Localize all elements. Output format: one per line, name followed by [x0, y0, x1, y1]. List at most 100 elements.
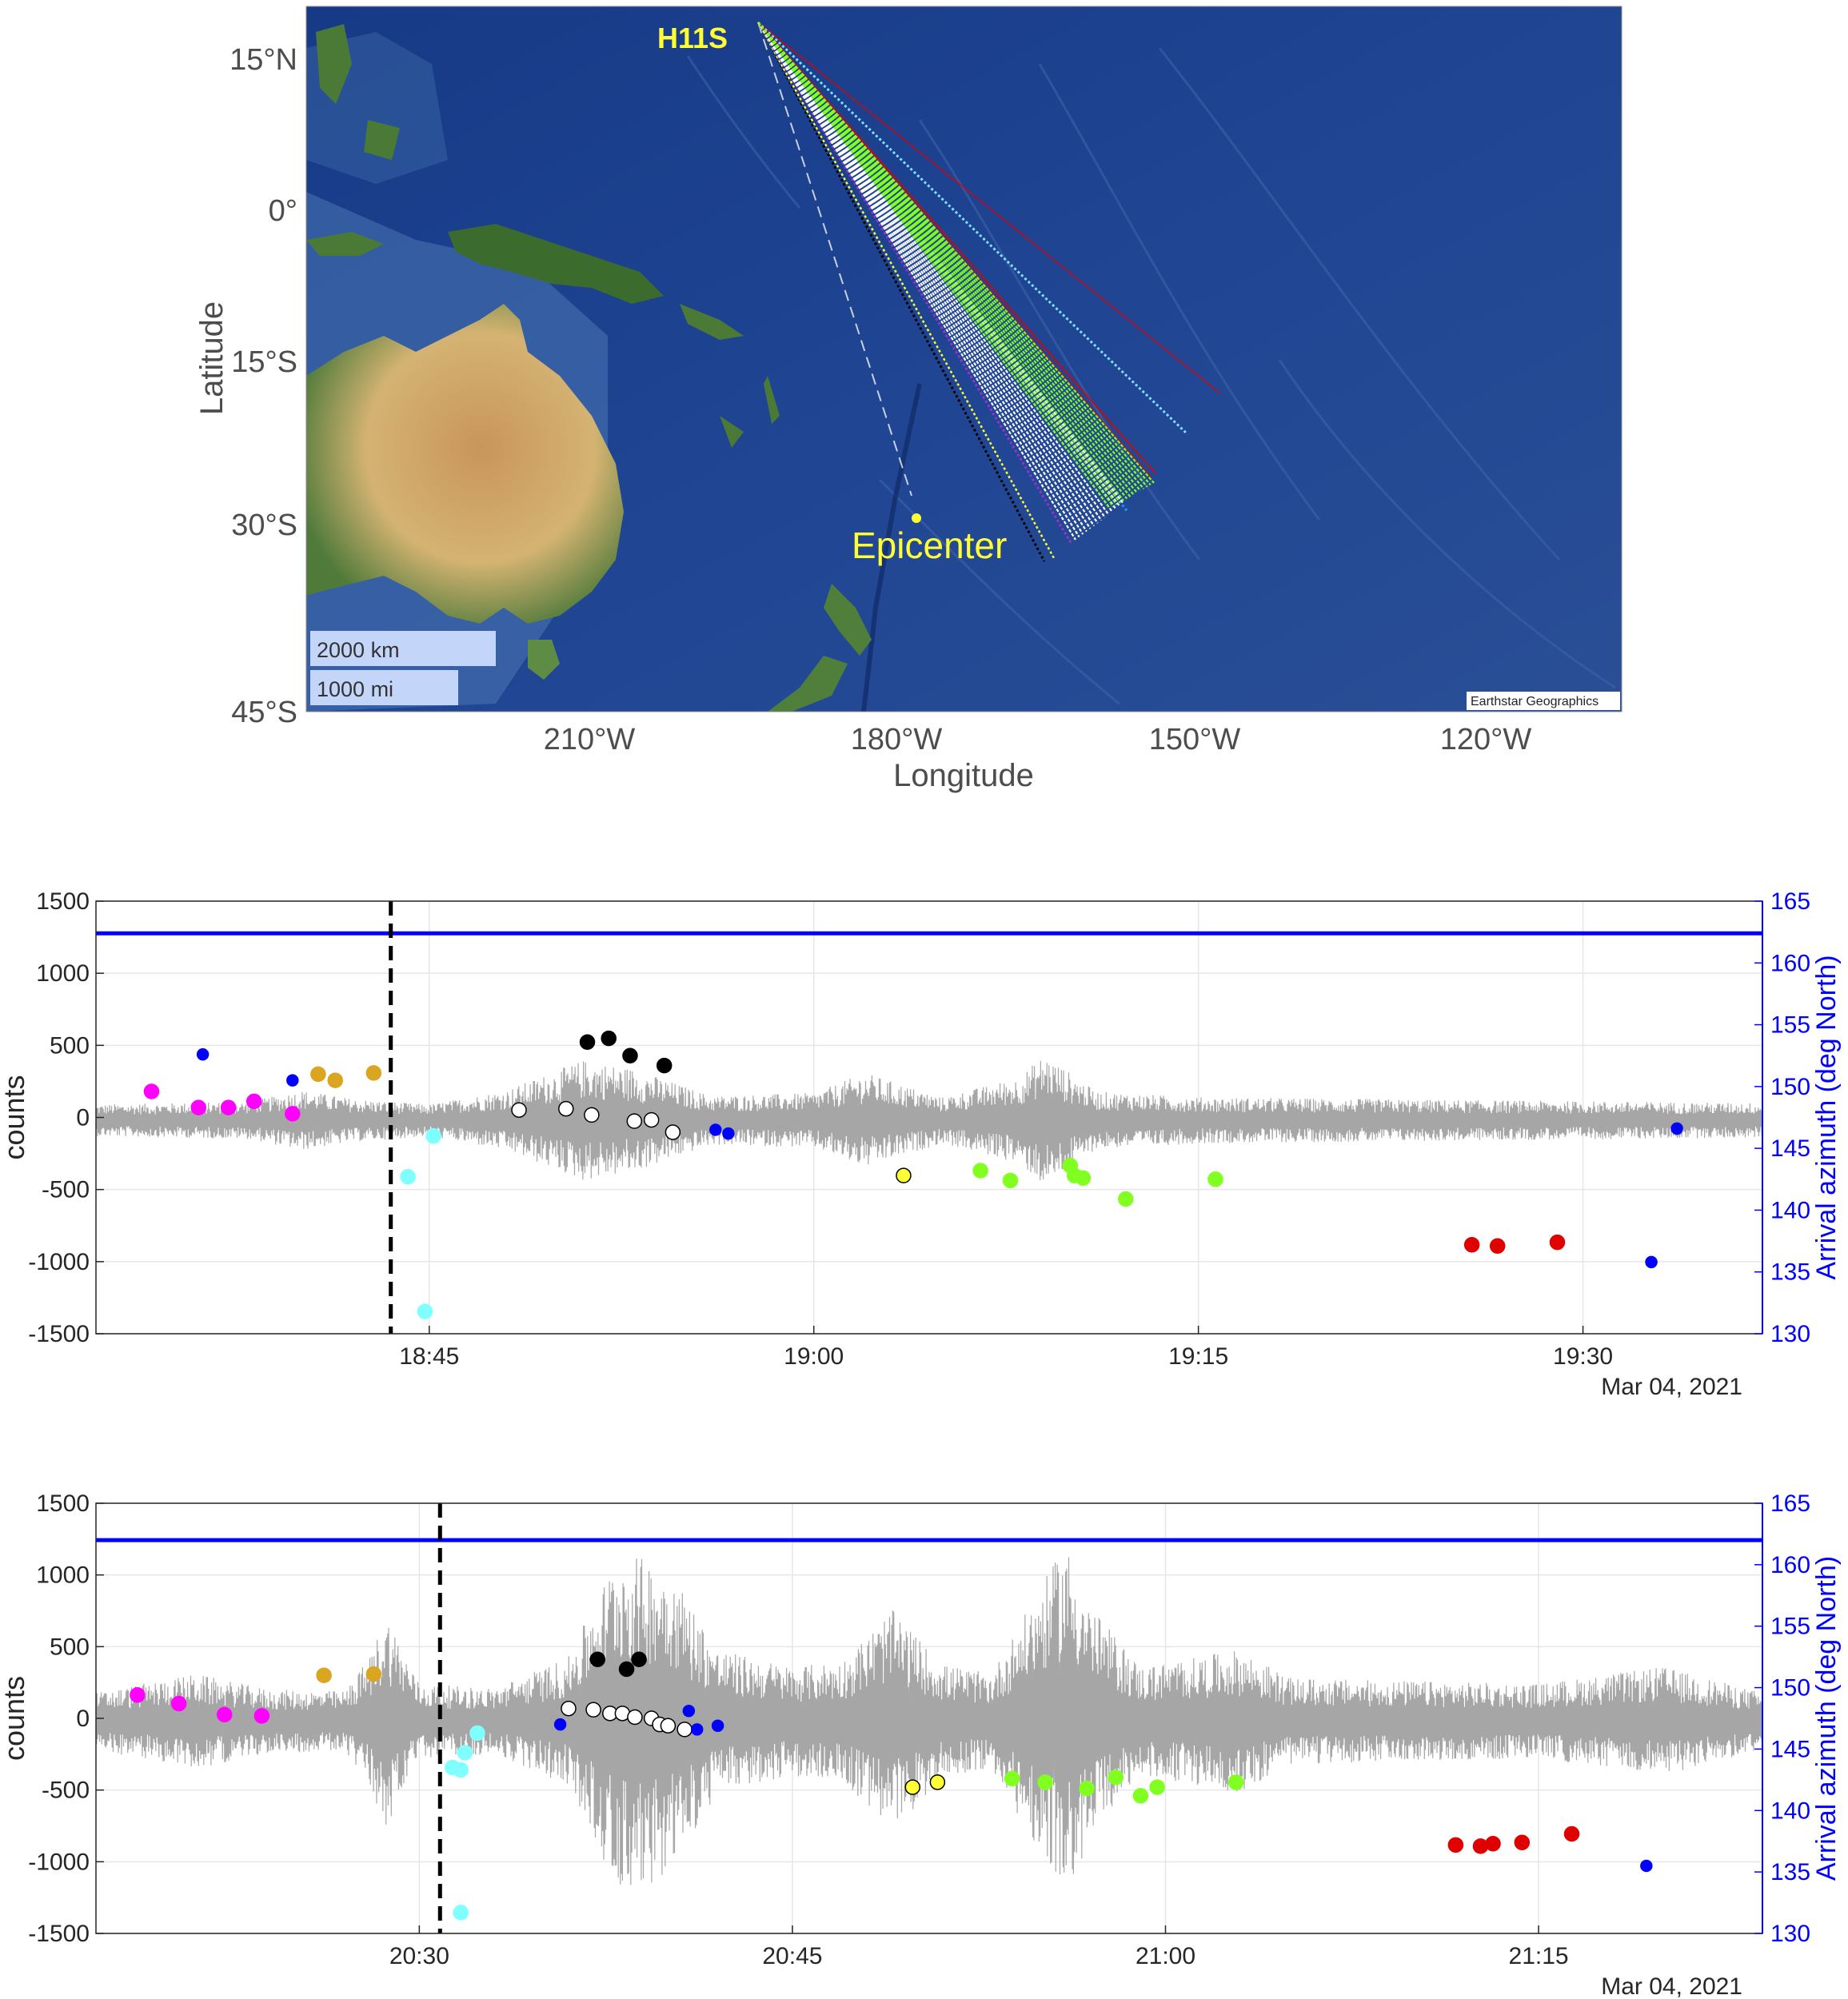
azimuth-point	[453, 1905, 469, 1921]
azimuth-point	[1645, 1255, 1658, 1269]
lon-tick-label: 210°W	[544, 723, 636, 756]
azimuth-point	[1108, 1770, 1124, 1786]
epicenter-marker	[912, 513, 921, 523]
azimuth-point	[1447, 1837, 1464, 1853]
left-tick-label: 1000	[36, 960, 90, 987]
waveform-signal	[95, 1557, 1763, 1885]
azimuth-point	[558, 1100, 574, 1117]
azimuth-point	[1489, 1238, 1506, 1255]
right-tick-label: 135	[1770, 1259, 1810, 1286]
ray-path	[757, 22, 1152, 479]
azimuth-point	[453, 1762, 469, 1778]
x-tick-label: 20:45	[762, 1943, 822, 1969]
nz-north-island	[824, 584, 872, 656]
ray-path	[757, 22, 1156, 474]
scale-mi-label: 1000 mi	[317, 677, 393, 701]
ray-path	[756, 21, 1189, 436]
azimuth-point	[1670, 1122, 1683, 1135]
azimuth-point	[904, 1779, 921, 1795]
solomon-islands	[680, 304, 744, 340]
azimuth-point	[1002, 1172, 1019, 1189]
date-label: Mar 04, 2021	[1601, 1374, 1742, 1400]
azimuth-point	[1549, 1234, 1566, 1251]
right-tick-label: 140	[1770, 1197, 1810, 1223]
ray-path	[757, 22, 1111, 509]
left-tick-label: 0	[76, 1706, 90, 1732]
philippines-land	[316, 24, 352, 104]
new-caledonia	[720, 416, 744, 448]
ray-path	[756, 22, 1046, 562]
seafloor-ridges	[686, 47, 1616, 705]
azimuth-point	[627, 1709, 643, 1726]
azimuth-point	[1514, 1834, 1531, 1851]
azimuth-point	[469, 1725, 485, 1742]
lat-tick-label: 15°N	[230, 43, 297, 77]
azimuth-point	[711, 1719, 724, 1732]
left-tick-label: 1500	[36, 888, 90, 915]
azimuth-point	[561, 1700, 577, 1717]
azimuth-point	[584, 1107, 600, 1123]
new-guinea-land	[448, 224, 664, 304]
island-land	[364, 120, 400, 160]
right-tick-label: 145	[1770, 1135, 1810, 1162]
left-axis-title: counts	[0, 1075, 30, 1159]
azimuth-point	[1149, 1779, 1165, 1795]
azimuth-point	[400, 1168, 416, 1185]
ray-path	[756, 22, 1073, 545]
map-y-axis-title: Latitude	[194, 301, 230, 415]
azimuth-point	[709, 1123, 722, 1136]
x-tick-label: 19:00	[784, 1343, 844, 1370]
azimuth-point	[1118, 1191, 1134, 1207]
left-tick-label: -1000	[28, 1849, 90, 1875]
waveform-panel-2: 1500 1000 500 0 -500 -1000 -1500 165 160 155 150 14…	[0, 1490, 1842, 1999]
australia-land	[306, 304, 624, 624]
x-tick-label: 19:30	[1553, 1343, 1613, 1370]
azimuth-point	[1227, 1774, 1244, 1790]
right-tick-label: 165	[1770, 888, 1810, 915]
azimuth-point	[972, 1163, 988, 1179]
azimuth-point	[1075, 1170, 1092, 1186]
lon-tick-label: 120°W	[1440, 723, 1532, 756]
epicenter-label: Epicenter	[852, 525, 1007, 566]
tasmania-land	[528, 640, 560, 680]
right-tick-label: 140	[1770, 1798, 1810, 1824]
ray-path	[756, 22, 1056, 559]
azimuth-point	[220, 1099, 237, 1115]
scale-bar-km	[310, 631, 496, 666]
azimuth-point	[682, 1705, 696, 1718]
azimuth-point	[1485, 1836, 1501, 1852]
x-tick-label: 19:15	[1168, 1343, 1228, 1370]
scale-bar-mi	[310, 670, 458, 705]
azimuth-point	[929, 1774, 946, 1790]
right-tick-label: 135	[1770, 1859, 1810, 1885]
ray-path	[757, 22, 1155, 484]
azimuth-point	[285, 1106, 301, 1122]
map-x-axis-title: Longitude	[893, 758, 1034, 793]
ray-path	[757, 22, 1124, 501]
azimuth-point	[286, 1074, 299, 1087]
left-tick-label: 1500	[36, 1490, 90, 1517]
lon-tick-label: 180°W	[851, 723, 943, 756]
ray-path	[757, 22, 1128, 500]
azimuth-point	[631, 1651, 647, 1667]
lat-tick-label: 0°	[269, 194, 297, 228]
azimuth-point	[365, 1065, 382, 1081]
azimuth-point	[365, 1666, 382, 1682]
left-tick-label: 500	[50, 1032, 90, 1059]
right-tick-label: 160	[1770, 950, 1810, 976]
azimuth-point	[677, 1722, 693, 1738]
azimuth-point	[690, 1723, 704, 1736]
azimuth-point	[417, 1303, 433, 1319]
right-tick-label: 165	[1770, 1490, 1810, 1517]
ray-path	[757, 22, 1121, 504]
azimuth-point	[511, 1102, 527, 1118]
right-axis-title: Arrival azimuth (deg North)	[1811, 1556, 1842, 1881]
lon-tick-label: 150°W	[1149, 723, 1241, 756]
azimuth-point	[457, 1745, 473, 1761]
azimuth-point	[216, 1706, 233, 1723]
ray-path	[757, 22, 1118, 505]
map-credit-box	[1467, 692, 1620, 710]
azimuth-point	[170, 1695, 187, 1712]
ray-path	[757, 22, 1115, 508]
left-tick-label: -1500	[28, 1321, 90, 1347]
